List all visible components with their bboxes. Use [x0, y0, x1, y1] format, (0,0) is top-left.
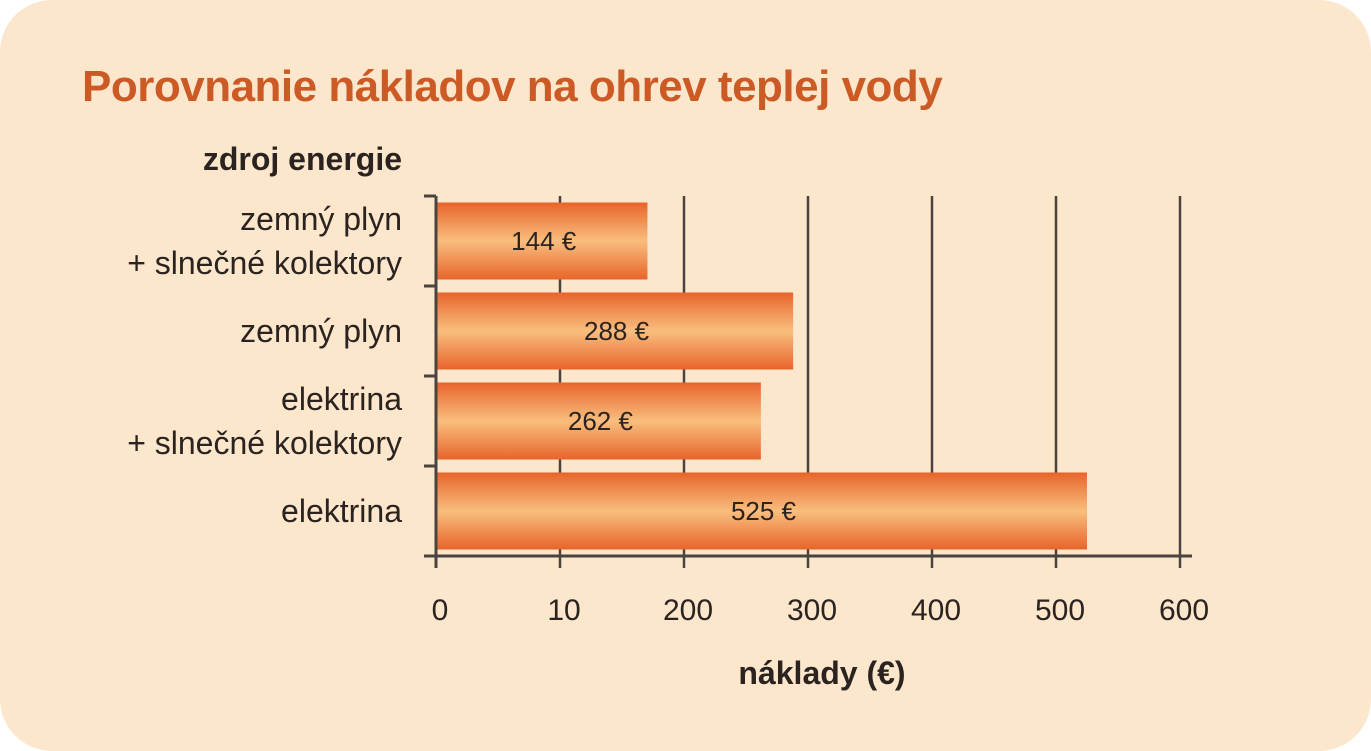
y-axis-label: zdroj energie	[203, 141, 402, 177]
x-tick-label-600: 600	[1159, 594, 1209, 627]
bar-value-label-1: 288 €	[584, 316, 650, 346]
bar-3	[436, 472, 1087, 550]
x-axis-label: náklady (€)	[738, 655, 905, 691]
x-tick-label-10: 10	[547, 594, 580, 627]
bar-2	[436, 382, 761, 460]
axes	[424, 194, 1192, 568]
bar-value-label-0: 144 €	[511, 226, 577, 256]
category-label-0-0: zemný plyn	[240, 201, 402, 237]
category-label-3-0: elektrina	[281, 493, 402, 529]
x-tick-label-500: 500	[1035, 594, 1085, 627]
x-tick-label-400: 400	[911, 594, 961, 627]
bars	[436, 202, 1087, 550]
x-tick-label-200: 200	[663, 594, 713, 627]
bar-value-label-2: 262 €	[568, 406, 634, 436]
category-label-2-1: + slnečné kolektory	[127, 425, 402, 461]
bar-value-label-3: 525 €	[731, 496, 797, 526]
x-tick-label-300: 300	[787, 594, 837, 627]
bar-1	[436, 292, 794, 370]
labels: 0 10 200 300 400 500 600 144 € zemný plyn + slneč…	[127, 201, 1209, 627]
category-label-2-0: elektrina	[281, 381, 402, 417]
bar-0	[436, 202, 648, 280]
x-tick-label-0: 0	[432, 594, 449, 627]
category-label-1-0: zemný plyn	[240, 313, 402, 349]
category-label-0-1: + slnečné kolektory	[127, 245, 402, 281]
chart-title: Porovnanie nákladov na ohrev teplej vody	[82, 62, 943, 111]
